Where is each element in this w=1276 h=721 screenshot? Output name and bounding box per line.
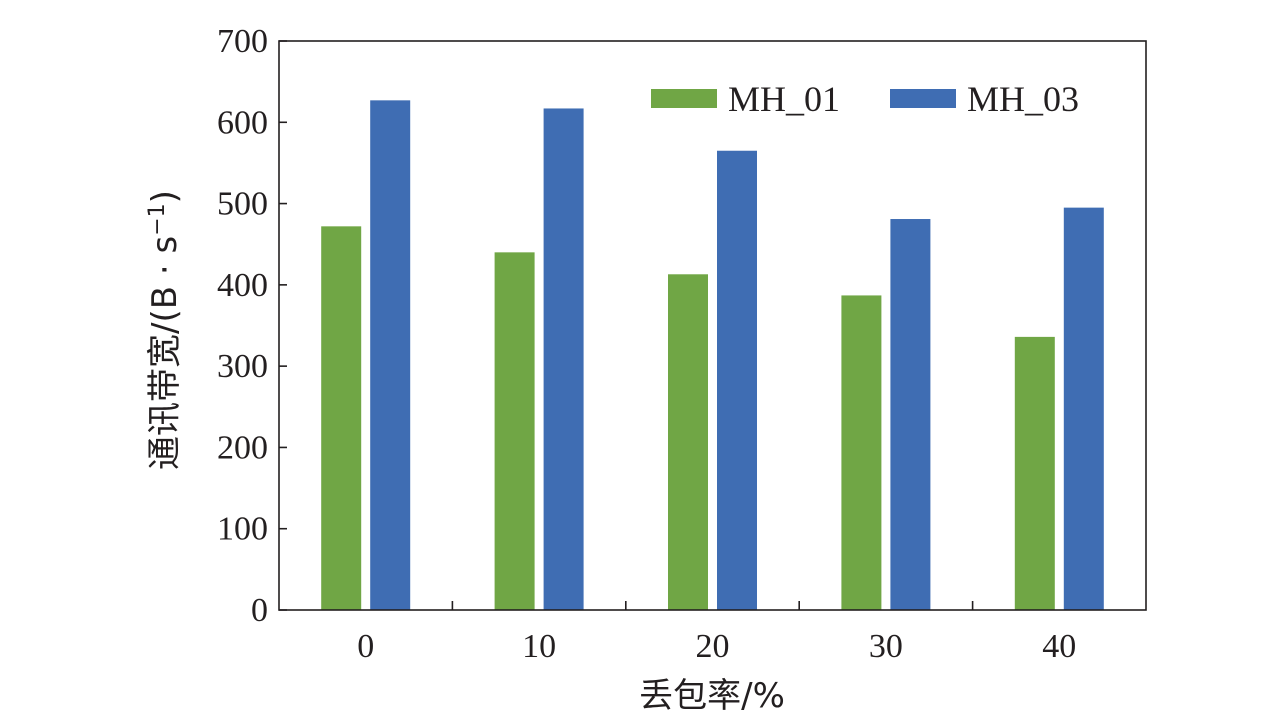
y-tick-label-700: 700: [217, 23, 268, 60]
y-axis-title-close: ): [145, 190, 185, 203]
x-axis-title: 丢包率/%: [639, 676, 785, 716]
bar-mh01-10: [494, 252, 535, 611]
bar-mh03-0: [370, 100, 411, 611]
x-tick-label-0: 0: [357, 628, 374, 665]
x-tick-label-40: 40: [1042, 628, 1076, 665]
bar-mh01-20: [668, 274, 708, 610]
bar-mh01-40: [1014, 336, 1055, 610]
legend-swatch-mh03: [890, 89, 956, 108]
y-axis: 0 100 200 300 400 500 600 700: [217, 23, 287, 629]
y-axis-title: 通讯带宽/(B · s−1): [145, 190, 185, 470]
y-tick-label-500: 500: [217, 186, 268, 223]
y-tick-label-0: 0: [251, 592, 268, 629]
y-tick-label-200: 200: [217, 429, 268, 466]
x-axis: 0 10 20 30 40: [357, 601, 1076, 665]
legend-label-mh01: MH_01: [728, 79, 840, 119]
legend-swatch-mh01: [651, 89, 717, 108]
bar-mh03-20: [717, 150, 757, 610]
y-axis-title-sup: −1: [145, 203, 170, 235]
y-tick-label-100: 100: [217, 511, 268, 548]
y-tick-label-400: 400: [217, 267, 268, 304]
legend: MH_01 MH_03: [651, 79, 1079, 119]
y-tick-label-600: 600: [217, 104, 268, 141]
bars-group: [321, 100, 1104, 611]
x-tick-label-30: 30: [869, 628, 903, 665]
bar-mh01-0: [321, 226, 362, 610]
bar-mh03-30: [890, 219, 931, 610]
x-tick-label-20: 20: [696, 628, 730, 665]
y-axis-title-main: 通讯带宽/(B · s: [145, 236, 185, 470]
bar-mh01-30: [841, 295, 882, 610]
x-tick-label-10: 10: [522, 628, 556, 665]
y-tick-label-300: 300: [217, 348, 268, 385]
plot-frame: [278, 40, 1147, 611]
legend-label-mh03: MH_03: [967, 79, 1079, 119]
bar-mh03-10: [543, 108, 584, 611]
bar-mh03-40: [1063, 207, 1104, 610]
